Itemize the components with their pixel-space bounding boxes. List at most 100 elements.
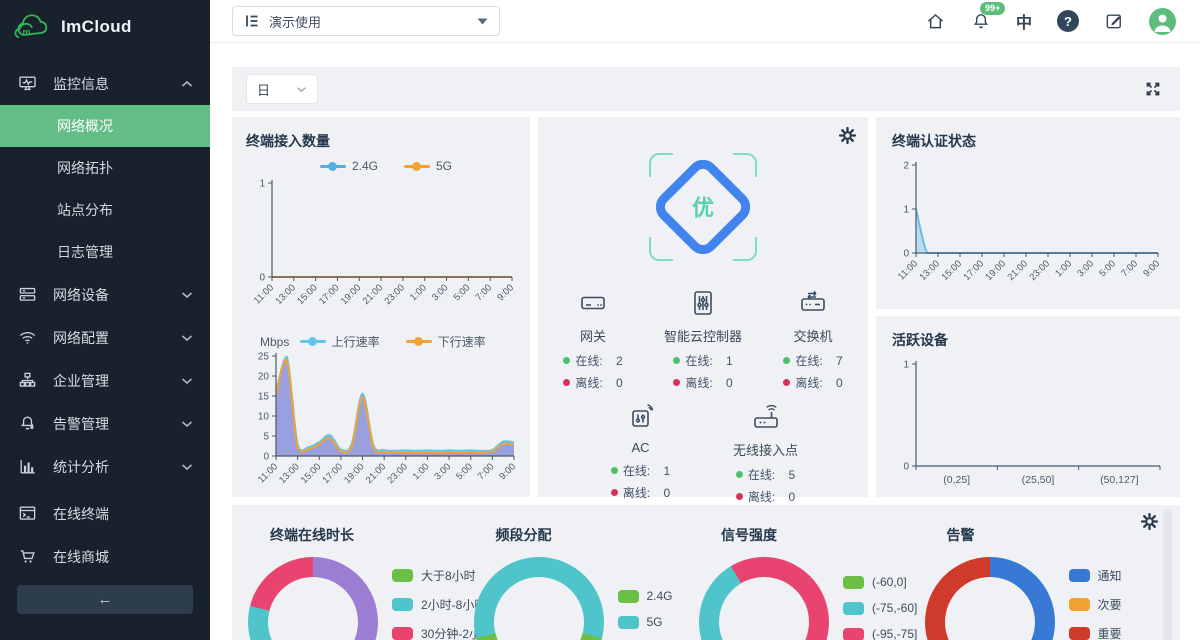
home-icon[interactable] — [925, 11, 946, 32]
device-name: 无线接入点 — [732, 443, 798, 458]
sidebar-collapse-button[interactable]: ← — [17, 585, 193, 614]
donut-stats-panel: 终端在线时长 大于8小时 2小时-8小时 30分钟-2小时 频段分配 2.4G — [232, 505, 1180, 640]
switch-icon — [799, 289, 827, 317]
legend-item[interactable]: 5G — [617, 615, 673, 629]
alarm-group: 告警 通知 次要 重要 — [924, 517, 1151, 640]
svg-text:7:00: 7:00 — [473, 282, 494, 303]
settings-gear-icon[interactable] — [839, 127, 856, 144]
monitor-icon — [17, 74, 37, 93]
terminal-auth-panel: 终端认证状态 0 1 2 11:00 13:00 15:00 17:00 19:00 21:00… — [876, 117, 1180, 309]
device-gateway: 网关 在线: 2 离线: 0 — [538, 289, 648, 391]
sidebar-item-monitor-info[interactable]: 监控信息 — [0, 62, 210, 105]
device-name: 交换机 — [793, 329, 833, 344]
sidebar-item-enterprise-management[interactable]: 企业管理 — [0, 359, 210, 402]
terminal-icon — [17, 504, 37, 523]
svg-text:13:00: 13:00 — [918, 258, 943, 283]
svg-text:3:00: 3:00 — [432, 461, 453, 482]
panel-title: 告警 — [946, 527, 975, 543]
legend-item[interactable]: 下行速率 — [405, 333, 486, 350]
help-question-mark: ? — [1057, 10, 1079, 32]
svg-text:2: 2 — [903, 161, 909, 172]
device-name: 网关 — [579, 329, 606, 344]
svg-text:11:00: 11:00 — [896, 258, 920, 282]
sidebar-item-alarm-management[interactable]: 告警管理 — [0, 402, 210, 445]
notifications-bell-icon[interactable]: 99+ — [971, 1, 1006, 32]
svg-text:0: 0 — [903, 249, 909, 260]
sidebar-item-network-topology[interactable]: 网络拓扑 — [0, 147, 210, 189]
viewfinder-corner-icon — [649, 237, 673, 261]
legend-mark — [319, 161, 346, 171]
caret-down-icon — [477, 18, 488, 25]
help-icon[interactable]: ? — [1057, 10, 1079, 32]
offline-status: 离线: 0 — [783, 374, 843, 391]
rate-chart: 0 5 10 15 20 25 11:00 13:00 15:00 17:00 19:00 21:00… — [246, 350, 526, 508]
offline-status: 离线: 0 — [610, 484, 670, 501]
legend-item[interactable]: 重要 — [1068, 625, 1122, 640]
svg-text:15:00: 15:00 — [295, 282, 320, 307]
viewfinder-corner-icon — [649, 153, 673, 177]
scrollbar[interactable] — [1163, 509, 1172, 640]
svg-text:13:00: 13:00 — [273, 282, 298, 307]
feedback-edit-icon[interactable] — [1104, 11, 1124, 31]
legend-item[interactable]: 5G — [404, 159, 452, 173]
device-name: AC — [631, 440, 650, 455]
dashboard-content: 日 终端接入数量 2.4G — [210, 43, 1200, 640]
svg-text:9:00: 9:00 — [495, 282, 516, 303]
svg-text:25: 25 — [258, 352, 270, 363]
online-status: 在线: 5 — [735, 466, 795, 483]
online-duration-donut — [248, 557, 378, 640]
legend-item[interactable]: 2.4G — [617, 589, 673, 603]
legend-item[interactable]: 通知 — [1068, 567, 1122, 584]
sidebar-item-online-terminals[interactable]: 在线终端 — [0, 492, 210, 535]
legend-item[interactable]: 2.4G — [319, 159, 378, 173]
sidebar-item-label: 统计分析 — [53, 458, 109, 475]
health-grade-badge: 优 — [637, 141, 769, 273]
legend-item[interactable]: 2小时-8小时 — [392, 596, 493, 613]
language-toggle[interactable]: 中 — [1015, 15, 1032, 32]
legend-label: 5G — [436, 159, 453, 173]
sidebar-item-online-store[interactable]: 在线商城 — [0, 535, 210, 578]
sidebar-item-log-management[interactable]: 日志管理 — [0, 231, 210, 273]
sidebar-item-site-distribution[interactable]: 站点分布 — [0, 189, 210, 231]
sidebar-item-label: 告警管理 — [53, 415, 109, 432]
svg-text:15: 15 — [258, 392, 270, 403]
band-allocation-donut — [473, 557, 604, 640]
legend-item[interactable]: (-95,-75] — [843, 627, 917, 640]
sidebar-item-statistics[interactable]: 统计分析 — [0, 445, 210, 488]
svg-text:9:00: 9:00 — [497, 461, 518, 482]
main-area: 演示使用 99+ 中 ? — [210, 0, 1200, 640]
legend-item[interactable]: 上行速率 — [299, 333, 380, 350]
period-selector[interactable]: 日 — [246, 74, 318, 104]
svg-text:7:00: 7:00 — [476, 461, 497, 482]
sidebar-item-network-devices[interactable]: 网络设备 — [0, 273, 210, 316]
svg-text:23:00: 23:00 — [385, 461, 410, 486]
sidebar-item-network-config[interactable]: 网络配置 — [0, 316, 210, 359]
monitor-submenu: 网络概况 网络拓扑 站点分布 日志管理 — [0, 105, 210, 273]
svg-text:9:00: 9:00 — [1141, 258, 1162, 279]
donut-legend: 通知 次要 重要 — [1068, 567, 1122, 640]
wireless-ap-icon — [752, 403, 780, 431]
donut-legend: 2.4G 5G — [617, 589, 673, 640]
user-avatar[interactable] — [1149, 7, 1176, 35]
device-ac: AC 在线: 1 离线: 0 — [578, 403, 703, 505]
sidebar-item-network-overview[interactable]: 网络概况 — [0, 105, 210, 147]
svg-text:19:00: 19:00 — [984, 258, 1009, 283]
svg-text:0: 0 — [259, 273, 265, 284]
legend-item[interactable]: 次要 — [1068, 596, 1122, 613]
scope-selector[interactable]: 演示使用 — [232, 6, 500, 36]
legend-item[interactable]: (-75,-60] — [843, 601, 917, 615]
panel-title: 频段分配 — [495, 527, 552, 543]
settings-gear-icon[interactable] — [1141, 513, 1158, 530]
cloud-controller-icon — [689, 289, 717, 317]
svg-text:5:00: 5:00 — [452, 282, 473, 303]
topbar-icons: 99+ 中 ? — [925, 1, 1176, 35]
fullscreen-icon[interactable] — [1144, 80, 1162, 98]
legend-item[interactable]: 大于8小时 — [392, 567, 493, 584]
active-devices-panel: 活跃设备 0 1 (0,25] (25,50] (50,127] — [876, 316, 1180, 497]
active-devices-chart: 0 1 (0,25] (25,50] (50,127] — [892, 352, 1174, 494]
legend-item[interactable]: (-60,0] — [843, 575, 917, 589]
svg-text:5: 5 — [263, 432, 269, 443]
rate-chart-header: Mbps 上行速率 下行速率 — [246, 333, 526, 350]
chevron-up-icon — [181, 80, 193, 88]
svg-text:23:00: 23:00 — [382, 282, 407, 307]
